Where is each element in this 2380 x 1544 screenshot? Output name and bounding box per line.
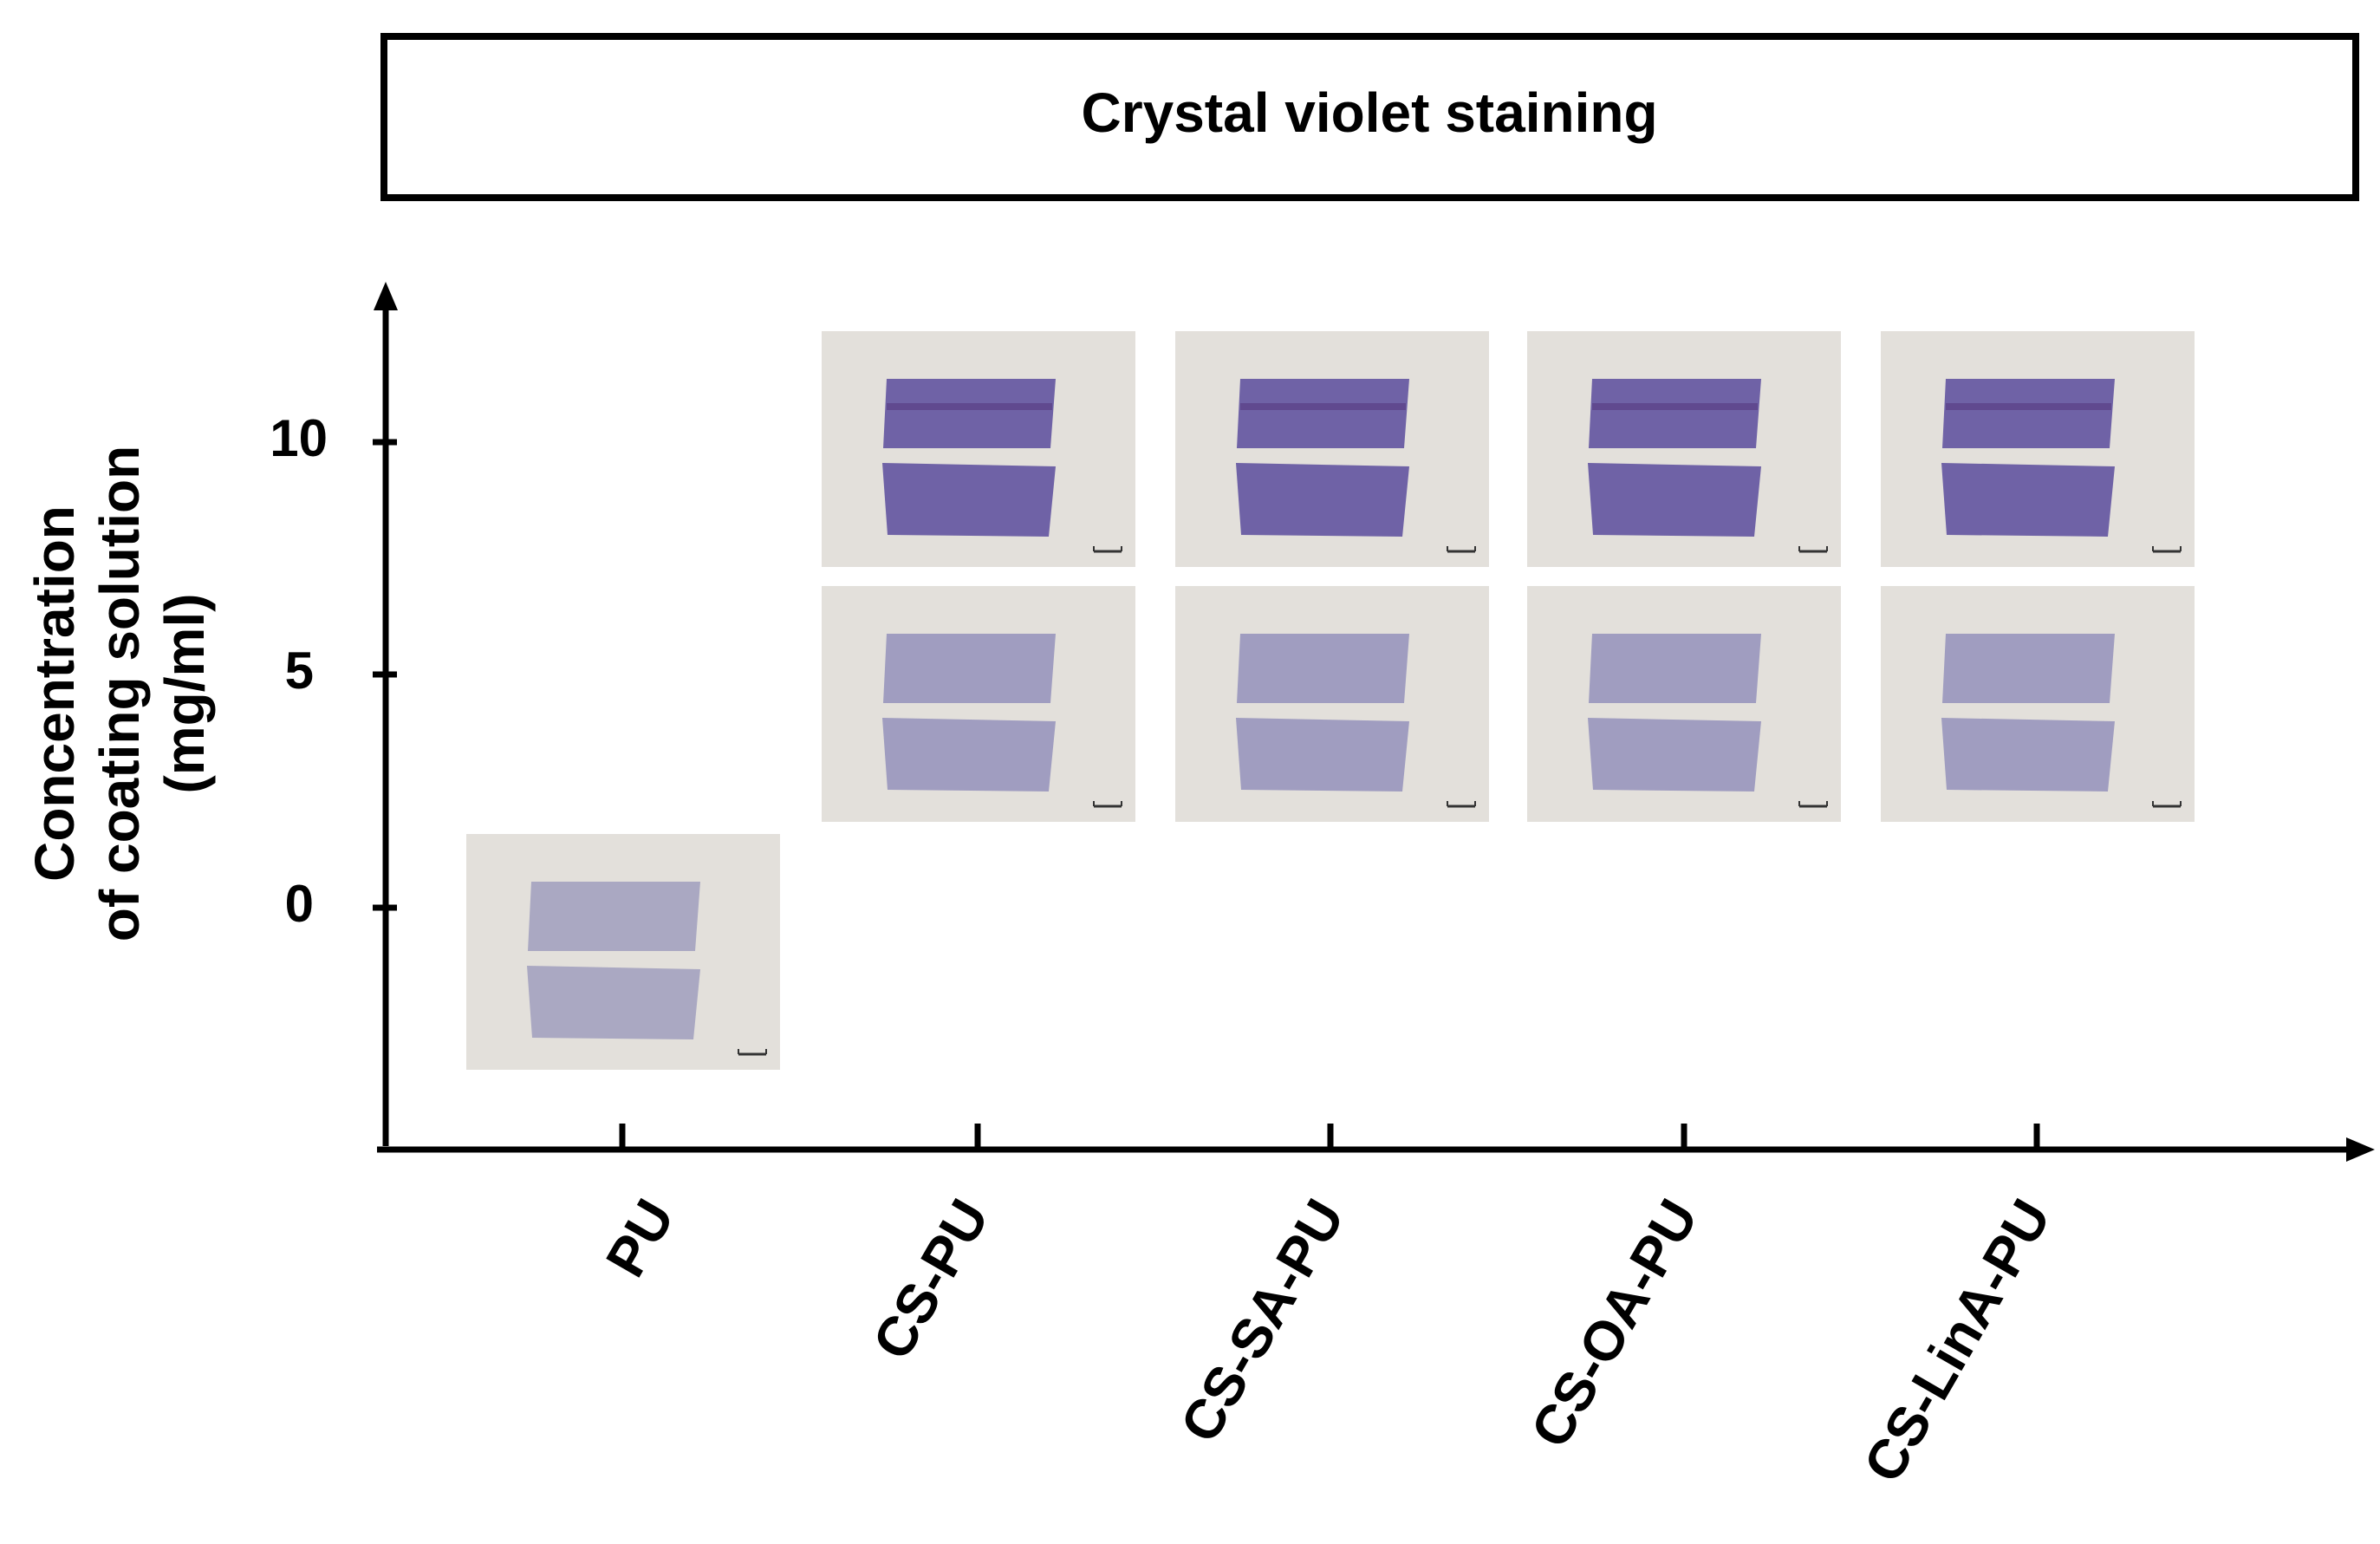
panel-cs-oa-pu-5 — [1527, 586, 1841, 822]
lower-strip — [1236, 463, 1409, 537]
x-axis: PU CS-PU CS-SA-PU CS-OA-PU CS-LinA-PU — [377, 1124, 2375, 1492]
y-axis-label: Concentration of coating solution (mg/ml… — [23, 446, 216, 941]
y-tick-label-0: 0 — [285, 875, 314, 933]
x-label-cs-sa-pu: CS-SA-PU — [1168, 1189, 1356, 1452]
lower-strip — [882, 463, 1056, 537]
stain-band — [1946, 403, 2111, 410]
upper-strip — [1237, 634, 1409, 703]
lower-strip — [1941, 463, 2115, 537]
upper-strip — [1237, 379, 1409, 448]
y-tick-label-10: 10 — [270, 409, 328, 467]
stain-band — [1240, 403, 1406, 410]
panel-cs-sa-pu-5 — [1175, 586, 1489, 822]
lower-strip — [1236, 718, 1409, 792]
y-axis-label-line-1: Concentration — [23, 505, 86, 882]
upper-strip — [528, 882, 700, 951]
lower-strip — [527, 966, 700, 1039]
upper-strip — [883, 634, 1056, 703]
stain-band — [1592, 403, 1758, 410]
title-box: Crystal violet staining — [380, 33, 2359, 201]
x-label-cs-pu: CS-PU — [861, 1189, 1001, 1369]
x-axis-arrow-icon — [2346, 1137, 2375, 1162]
upper-strip — [1589, 634, 1761, 703]
lower-strip — [1588, 463, 1761, 537]
panel-cs-lina-pu-10 — [1881, 331, 2195, 567]
x-label-cs-lina-pu: CS-LinA-PU — [1851, 1189, 2063, 1492]
y-tick-label-5: 5 — [285, 642, 314, 700]
y-axis-label-line-2: of coating solution — [88, 446, 151, 941]
figure-title: Crystal violet staining — [1081, 81, 1657, 144]
upper-strip — [1942, 634, 2115, 703]
y-axis-arrow-icon — [374, 282, 398, 310]
panel-cs-pu-5 — [822, 586, 1135, 822]
lower-strip — [1588, 718, 1761, 792]
upper-strip — [1942, 379, 2115, 448]
lower-strip — [1941, 718, 2115, 792]
panel-cs-oa-pu-10 — [1527, 331, 1841, 567]
y-axis-label-line-3: (mg/ml) — [153, 593, 216, 793]
x-label-pu: PU — [594, 1189, 686, 1287]
upper-strip — [883, 379, 1056, 448]
microscopy-panels — [466, 331, 2195, 1070]
panel-cs-sa-pu-10 — [1175, 331, 1489, 567]
y-axis: 10 5 0 Concentration of coating solution… — [23, 282, 398, 1146]
panel-pu-0 — [466, 834, 780, 1070]
stain-band — [887, 403, 1052, 410]
lower-strip — [882, 718, 1056, 792]
x-label-cs-oa-pu: CS-OA-PU — [1518, 1189, 1710, 1457]
title-frame — [380, 33, 2359, 201]
panel-cs-lina-pu-5 — [1881, 586, 2195, 822]
panel-cs-pu-10 — [822, 331, 1135, 567]
upper-strip — [1589, 379, 1761, 448]
